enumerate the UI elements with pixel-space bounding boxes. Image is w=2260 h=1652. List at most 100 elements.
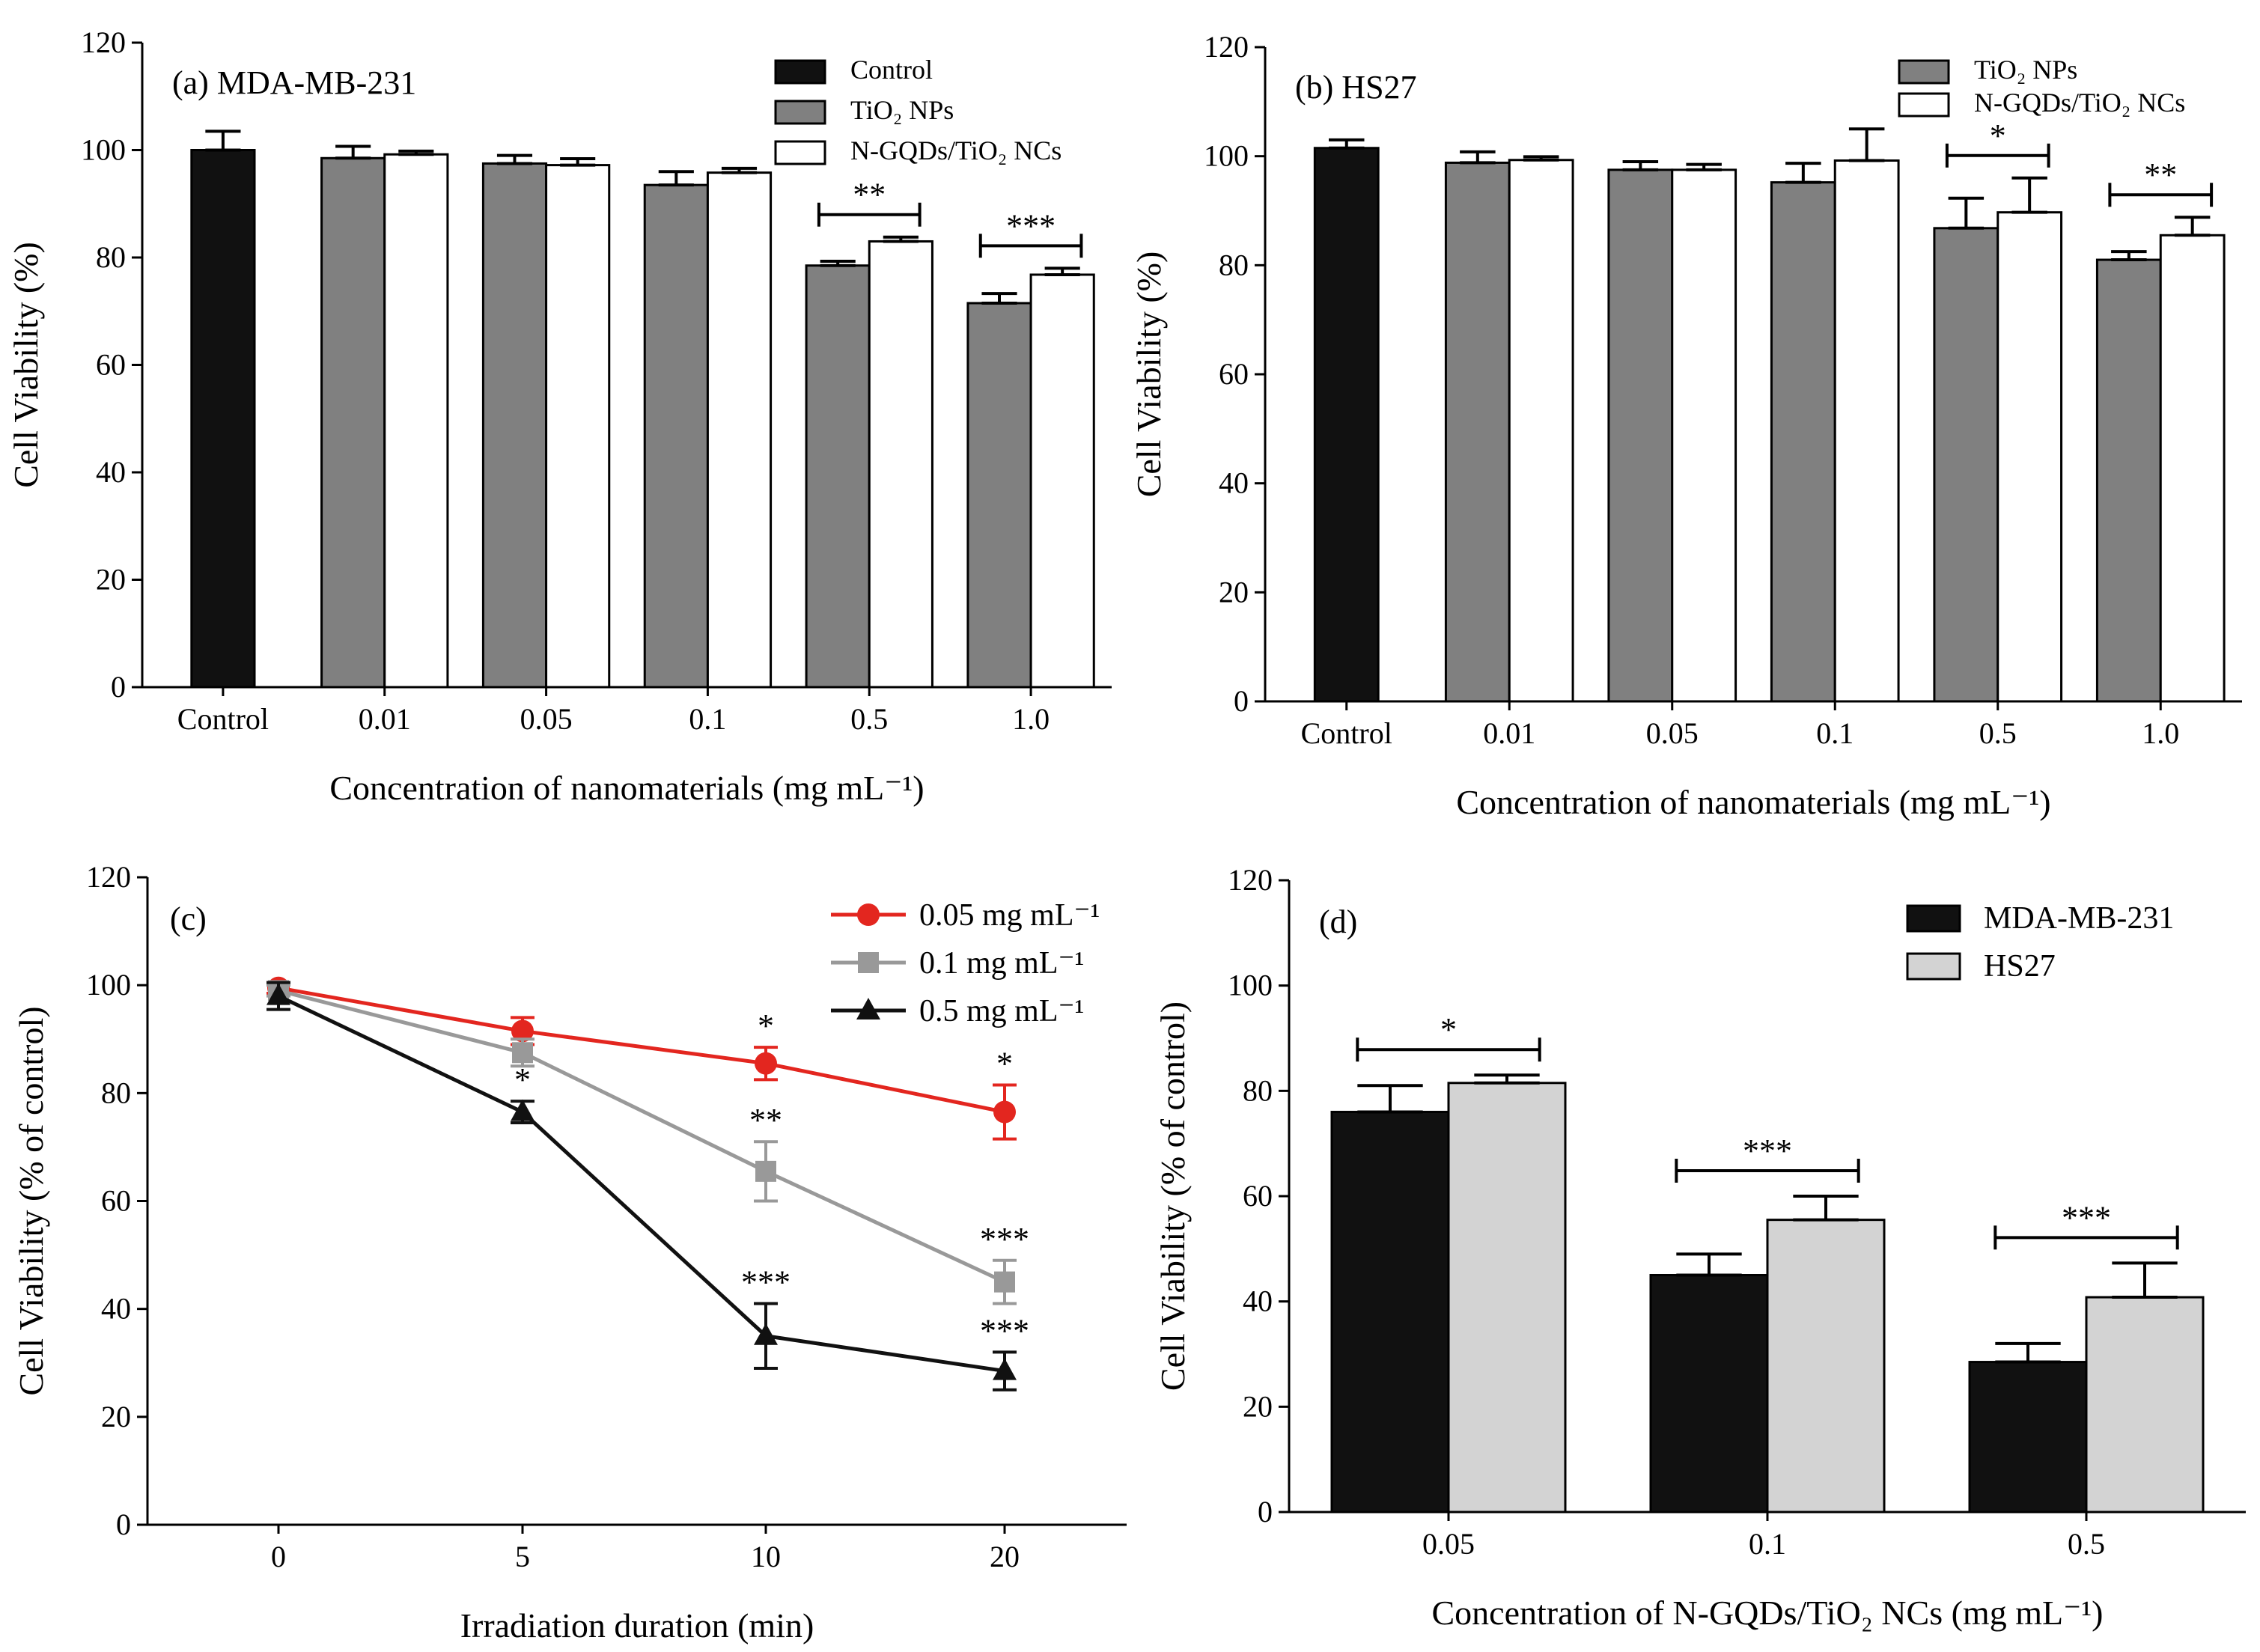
panel-c-legend-marker-series2 [856,998,880,1019]
panel-a-bar-control [190,149,256,689]
panel-c-line-series1 [278,988,1006,1284]
panel-c-y-tick-label: 60 [101,1184,131,1218]
panel-c-x-tick-label: 20 [990,1540,1020,1573]
panel-b-bar-series0 [1444,161,1511,703]
panel-a-title: (a) MDA-MB-231 [172,64,416,101]
panel-c-point-series2 [993,1358,1017,1380]
panel-b-legend-label-series1: N-GQDs/TiO₂ NCs [1974,88,2185,118]
panel-b-y-tick-label: 80 [1219,248,1249,281]
panel-a-bar-series1 [706,171,773,689]
panel-d-bar-series0 [1330,1110,1450,1514]
panel-a-y-tick-label: 40 [96,455,126,489]
panel-c-x-axis-label: Irradiation duration (min) [460,1606,814,1645]
panel-b-legend-swatch-series1 [1898,92,1950,118]
panel-b-bar-series0 [1933,227,1999,703]
panel-a-y-tick-label: 100 [81,133,126,167]
panel-b-x-axis-label: Concentration of nanomaterials (mg mL⁻¹) [1456,783,2050,821]
panel-c-point-series2 [511,1099,534,1121]
panel-c-x-tick-label: 5 [515,1540,530,1573]
panel-a-x-tick-label: 0.05 [520,702,573,736]
panel-d-legend-swatch-series1 [1906,952,1961,981]
panel-b-bar-series0 [1770,181,1836,703]
panel-c-title: (c) [170,900,207,937]
panel-b-bar-control [1313,147,1380,703]
panel-a-significance-label: *** [1006,207,1056,244]
panel-b-bar-series0 [2095,258,2162,703]
panel-c-line-series2 [277,994,1005,1374]
panel-b-bar-series1 [1996,211,2063,703]
panel-c-y-tick-label: 100 [86,968,131,1002]
panel-d-significance-label: *** [1743,1133,1792,1169]
panel-b-significance-label: * [1990,118,2006,154]
panel-d-y-tick-label: 60 [1243,1179,1273,1213]
panel-b-y-tick-label: 20 [1219,575,1249,609]
panel-b-bar-series1 [1833,159,1900,703]
panel-a-bar-series0 [320,156,386,689]
panel-d-bar-series1 [1766,1219,1886,1514]
panel-a-x-tick-label: 0.01 [359,702,411,736]
panel-d-bar-series1 [2085,1296,2205,1514]
panel-d-legend-label-series1: HS27 [1984,949,2056,984]
panel-b-significance-label: ** [2144,156,2177,193]
panel-b-y-tick-label: 0 [1234,684,1249,718]
panel-b-x-tick-label: Control [1301,716,1392,750]
panel-a-y-tick-label: 20 [96,563,126,597]
panel-a-x-axis-label: Concentration of nanomaterials (mg mL⁻¹) [329,769,924,807]
panel-a-y-tick-label: 60 [96,348,126,382]
panel-d-x-tick-label: 0.1 [1749,1527,1786,1561]
panel-c-legend-label-series2: 0.5 mg mL⁻¹ [919,994,1084,1028]
panel-b-x-tick-label: 0.5 [1979,716,2017,750]
panel-a-bar-series1 [1029,273,1095,689]
panel-b-legend-label-series0: TiO₂ NPs [1974,55,2077,85]
panel-c-legend-marker-series0 [857,903,880,926]
panel-c-point-series0 [511,1019,534,1043]
panel-b-x-tick-label: 0.1 [1816,716,1854,750]
panel-c-y-axis-label: Cell Viability (% of control) [12,1006,50,1395]
panel-a-y-tick-label: 80 [96,240,126,274]
panel-a-legend-label-series0: TiO₂ NPs [850,95,954,125]
panel-a-x-tick-label: 0.1 [689,702,726,736]
panel-c-y-tick-label: 80 [101,1076,131,1109]
panel-b-bar-series0 [1607,168,1674,703]
panel-a-x-tick-label: Control [177,702,269,736]
panel-d-bar-series0 [1649,1274,1769,1514]
panel-c-significance-label: *** [741,1264,791,1300]
panel-c-significance-label: *** [980,1312,1029,1349]
panel-a-bar-series0 [966,302,1032,689]
panel-b-bar-series1 [1508,159,1574,703]
panel-c-y-tick-label: 20 [101,1400,131,1433]
panel-d-y-axis-label: Cell Viability (% of control) [1154,1002,1192,1391]
panel-b-legend-swatch-series0 [1898,59,1950,85]
panel-a-y-tick-label: 0 [111,670,126,704]
panel-d-y-tick-label: 20 [1243,1389,1273,1423]
panel-a-legend-label-series1: N-GQDs/TiO₂ NCs [850,135,1062,165]
panel-d-bar-series0 [1968,1361,2088,1514]
panel-a-bar-series0 [481,162,548,689]
panel-b-x-tick-label: 1.0 [2142,716,2179,750]
panel-d-x-axis-label: Concentration of N-GQDs/TiO₂ NCs (mg mL⁻… [1432,1594,2104,1632]
panel-c-y-tick-label: 120 [86,860,131,894]
panel-c-significance-label: * [758,1008,774,1044]
panel-c-significance-label: * [514,1061,531,1098]
panel-d-legend-label-series0: MDA-MB-231 [1984,901,2174,936]
panel-a-x-tick-label: 0.5 [850,702,888,736]
panel-b-y-tick-label: 100 [1204,139,1249,173]
panel-a-bar-series0 [805,264,871,689]
panel-a-y-tick-label: 120 [81,25,126,59]
panel-a-bar-series1 [545,164,611,689]
panel-c-significance-label: * [996,1046,1013,1082]
panel-a-legend-label-control: Control [850,55,933,85]
panel-b-bar-series1 [1671,168,1737,703]
panel-c-x-tick-label: 10 [751,1540,781,1573]
panel-a-bar-series1 [383,153,449,689]
panel-c-significance-label: *** [980,1221,1029,1258]
panel-c-y-tick-label: 0 [116,1508,131,1541]
panel-b-title: (b) HS27 [1295,69,1417,106]
panel-b-y-tick-label: 60 [1219,357,1249,391]
panel-b-bar-series1 [2159,234,2226,703]
panel-d-y-tick-label: 100 [1228,969,1273,1002]
panel-c-point-series1 [994,1271,1015,1293]
panel-d-y-tick-label: 120 [1228,863,1273,897]
panel-b-y-tick-label: 120 [1204,30,1249,64]
